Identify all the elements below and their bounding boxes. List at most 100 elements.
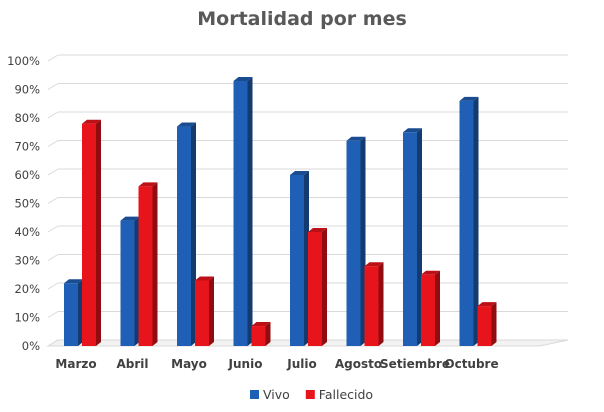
bar-front <box>308 232 322 346</box>
y-tick-label: 60% <box>14 168 40 182</box>
bar-front <box>346 140 361 346</box>
bar-fallecido-setiembre <box>421 270 440 346</box>
bar-fallecido-marzo <box>82 119 101 346</box>
bar-top <box>64 279 83 284</box>
gridline-side <box>47 168 59 176</box>
bar-side <box>360 136 366 346</box>
bar-side <box>152 182 158 346</box>
bar-front <box>364 266 379 346</box>
bar-side <box>96 119 101 346</box>
bar-fallecido-junio <box>251 322 271 346</box>
bar-fallecido-mayo <box>195 276 214 346</box>
bar-top <box>421 270 440 275</box>
bar-front <box>195 280 209 346</box>
gridline-side <box>47 140 59 147</box>
bar-front <box>290 175 304 346</box>
bar-vivo-agosto <box>346 136 366 346</box>
x-tick-label: Mayo <box>171 357 207 371</box>
gridline-side <box>47 282 59 290</box>
bar-vivo-julio <box>290 171 309 346</box>
bar-front <box>477 306 492 346</box>
y-tick-label: 40% <box>14 225 40 239</box>
x-tick-label: Setiembre <box>380 357 450 371</box>
gridline-side <box>47 83 59 90</box>
x-tick-label: Abril <box>116 357 148 371</box>
bar-fallecido-abril <box>138 182 158 346</box>
gridline-side <box>47 54 59 62</box>
gridline-side <box>47 111 59 119</box>
bar-vivo-mayo <box>177 122 196 346</box>
bar-side <box>134 216 140 346</box>
bar-vivo-abril <box>120 216 140 346</box>
bar-front <box>459 100 474 347</box>
bar-top <box>177 122 196 127</box>
bar-front <box>403 132 417 346</box>
bar-fallecido-octubre <box>477 302 497 346</box>
gridline-side <box>47 254 59 261</box>
x-tick-label: Octubre <box>444 357 498 371</box>
bar-top <box>120 216 140 221</box>
legend-label-vivo: Vivo <box>263 387 290 402</box>
y-tick-label: 70% <box>14 140 40 154</box>
bar-side <box>322 228 327 346</box>
y-tick-label: 80% <box>14 111 40 125</box>
bar-side <box>209 276 214 346</box>
bar-top <box>138 182 158 187</box>
y-tick-label: 0% <box>22 339 40 353</box>
bar-front <box>138 186 153 346</box>
bar-side <box>435 270 440 346</box>
legend-swatch-fallecido <box>305 390 315 399</box>
bar-top <box>308 228 327 232</box>
gridline-side <box>47 225 59 233</box>
bar-fallecido-julio <box>308 228 327 346</box>
x-tick-label: Junio <box>228 357 263 371</box>
bar-top <box>477 302 497 307</box>
bar-top <box>195 276 214 281</box>
bar-top <box>82 119 101 124</box>
bar-vivo-junio <box>233 76 253 346</box>
bar-top <box>290 171 309 175</box>
bar-front <box>64 283 78 346</box>
gridline-side <box>47 311 59 318</box>
bar-vivo-marzo <box>64 279 83 346</box>
bar-vivo-octubre <box>459 96 479 347</box>
y-tick-label: 100% <box>7 54 40 68</box>
bar-side <box>304 171 309 346</box>
bar-top <box>364 262 384 267</box>
y-tick-label: 90% <box>14 83 40 97</box>
bar-front <box>421 274 435 346</box>
y-tick-label: 50% <box>14 197 40 211</box>
bar-side <box>247 76 253 346</box>
y-tick-label: 20% <box>14 282 40 296</box>
bar-front <box>251 326 266 346</box>
legend-label-fallecido: Fallecido <box>319 387 373 402</box>
bar-top <box>233 76 253 81</box>
bar-side <box>417 128 422 346</box>
y-tick-label: 30% <box>14 254 40 268</box>
bar-side <box>473 96 479 347</box>
gridline-side <box>47 197 59 204</box>
bar-front <box>120 220 135 346</box>
bar-side <box>191 122 196 346</box>
bar-front <box>177 126 191 346</box>
bar-front <box>233 80 248 346</box>
bar-vivo-setiembre <box>403 128 422 346</box>
bar-side <box>78 279 83 346</box>
x-tick-label: Julio <box>286 357 316 371</box>
y-tick-label: 10% <box>14 311 40 325</box>
bar-top <box>459 96 479 101</box>
bar-top <box>346 136 366 141</box>
x-tick-label: Marzo <box>55 357 96 371</box>
bar-front <box>82 123 96 346</box>
bar-fallecido-agosto <box>364 262 384 346</box>
legend-swatch-vivo <box>250 390 259 399</box>
bar-top <box>403 128 422 133</box>
bar-side <box>491 302 497 346</box>
bar-top <box>251 322 271 327</box>
bar-side <box>378 262 384 346</box>
chart-title: Mortalidad por mes <box>197 8 407 30</box>
bar-side <box>265 322 271 346</box>
x-tick-label: Agosto <box>335 357 382 371</box>
